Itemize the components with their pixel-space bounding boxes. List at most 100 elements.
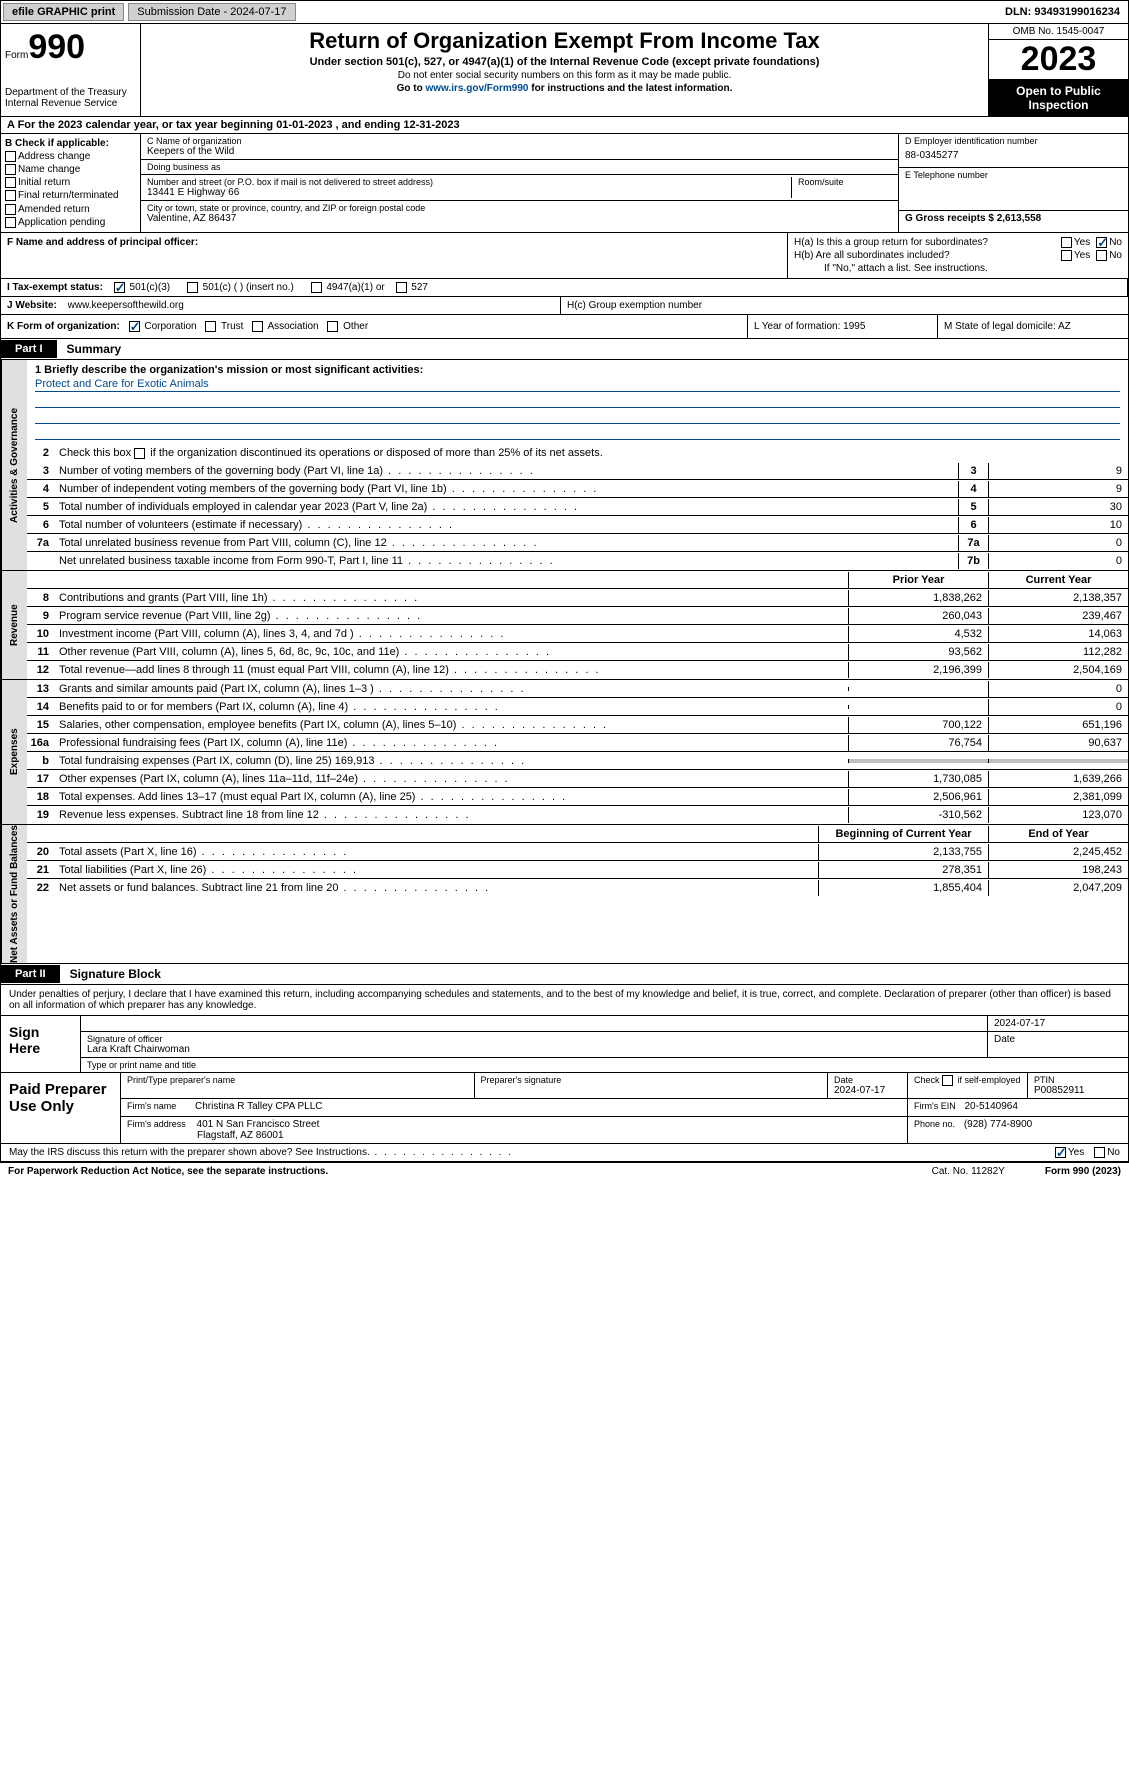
opt-pending[interactable]: Application pending	[5, 217, 136, 228]
summary-line: 11Other revenue (Part VIII, column (A), …	[27, 643, 1128, 661]
summary-line: 13Grants and similar amounts paid (Part …	[27, 680, 1128, 698]
summary-line: 10Investment income (Part VIII, column (…	[27, 625, 1128, 643]
section-d: D Employer identification number 88-0345…	[898, 134, 1128, 232]
hb-no-cb[interactable]	[1096, 250, 1107, 261]
org-name: Keepers of the Wild	[147, 146, 892, 157]
sign-here: Sign Here	[1, 1016, 81, 1072]
part2-tab: Part II	[1, 965, 60, 983]
opt-name[interactable]: Name change	[5, 164, 136, 175]
row-fh: F Name and address of principal officer:…	[0, 233, 1129, 279]
corp-cb[interactable]	[129, 321, 140, 332]
summary-line: 17Other expenses (Part IX, column (A), l…	[27, 770, 1128, 788]
hb-yes-cb[interactable]	[1061, 250, 1072, 261]
sign-here-block: Sign Here 2024-07-17 Signature of office…	[0, 1016, 1129, 1073]
501c3-cb[interactable]	[114, 282, 125, 293]
ha-no: No	[1109, 237, 1122, 248]
527-cb[interactable]	[396, 282, 407, 293]
opt-amended[interactable]: Amended return	[5, 204, 136, 215]
tax-exempt: I Tax-exempt status: 501(c)(3) 501(c) ( …	[1, 279, 1128, 296]
self-emp-cb[interactable]	[942, 1075, 953, 1086]
firm-name: Christina R Talley CPA PLLC	[195, 1101, 322, 1112]
street: 13441 E Highway 66	[147, 187, 785, 198]
discuss-yes-cb[interactable]	[1055, 1147, 1066, 1158]
summary-line: 19Revenue less expenses. Subtract line 1…	[27, 806, 1128, 824]
summary-line: 16aProfessional fundraising fees (Part I…	[27, 734, 1128, 752]
trust-cb[interactable]	[205, 321, 216, 332]
summary-line: 4Number of independent voting members of…	[27, 480, 1128, 498]
website: www.keepersofthewild.org	[68, 300, 184, 311]
firm-ein: 20-5140964	[965, 1101, 1018, 1112]
section-k: K Form of organization: Corporation Trus…	[1, 315, 748, 338]
col-current: Current Year	[988, 572, 1128, 588]
opt-final[interactable]: Final return/terminated	[5, 190, 136, 201]
k-o4: Other	[343, 321, 368, 332]
line2: Check this box if the organization disco…	[55, 445, 1128, 461]
ha-no-cb[interactable]	[1096, 237, 1107, 248]
street-label: Number and street (or P.O. box if mail i…	[147, 177, 785, 187]
prep-date: 2024-07-17	[834, 1085, 901, 1096]
dept: Department of the Treasury	[5, 87, 136, 98]
hb-no: No	[1109, 250, 1122, 261]
ha-yes-cb[interactable]	[1061, 237, 1072, 248]
omb-number: OMB No. 1545-0047	[989, 24, 1128, 40]
efile-button[interactable]: efile GRAPHIC print	[3, 3, 124, 21]
self-emp: Check if self-employed	[908, 1073, 1028, 1098]
vtab-net: Net Assets or Fund Balances	[1, 825, 27, 963]
row-i: I Tax-exempt status: 501(c)(3) 501(c) ( …	[0, 279, 1129, 297]
summary-exp: Expenses 13Grants and similar amounts pa…	[0, 680, 1129, 825]
col-begin: Beginning of Current Year	[818, 826, 988, 842]
dln: DLN: 93493199016234	[997, 4, 1128, 20]
discuss-q: May the IRS discuss this return with the…	[9, 1147, 1055, 1158]
summary-line: 7aTotal unrelated business revenue from …	[27, 534, 1128, 552]
tax-year: 2023	[989, 40, 1128, 80]
other-cb[interactable]	[327, 321, 338, 332]
k-label: K Form of organization:	[7, 321, 120, 332]
assoc-cb[interactable]	[252, 321, 263, 332]
header-right: OMB No. 1545-0047 2023 Open to Public In…	[988, 24, 1128, 116]
opt-address[interactable]: Address change	[5, 151, 136, 162]
summary-line: 14Benefits paid to or for members (Part …	[27, 698, 1128, 716]
summary-line: 6Total number of volunteers (estimate if…	[27, 516, 1128, 534]
footer-l: For Paperwork Reduction Act Notice, see …	[8, 1166, 892, 1177]
hb-yes: Yes	[1074, 250, 1090, 261]
section-h: H(a) Is this a group return for subordin…	[788, 233, 1128, 278]
row-a: A For the 2023 calendar year, or tax yea…	[0, 117, 1129, 134]
prep-sig-lbl: Preparer's signature	[475, 1073, 829, 1098]
date-lbl: Date	[988, 1032, 1128, 1057]
section-m: M State of legal domicile: AZ	[938, 315, 1128, 338]
ein: 88-0345277	[905, 146, 1122, 165]
section-b: B Check if applicable: Address change Na…	[1, 134, 141, 232]
preparer-block: Paid Preparer Use Only Print/Type prepar…	[0, 1073, 1129, 1144]
officer-name: Lara Kraft Chairwoman	[87, 1044, 981, 1055]
header-mid: Return of Organization Exempt From Incom…	[141, 24, 988, 116]
subtitle-3: Go to www.irs.gov/Form990 for instructio…	[149, 83, 980, 94]
grid-bc: B Check if applicable: Address change Na…	[0, 134, 1129, 233]
discuss-no-cb[interactable]	[1094, 1147, 1105, 1158]
opt-initial[interactable]: Initial return	[5, 177, 136, 188]
vtab-gov: Activities & Governance	[1, 360, 27, 570]
irs-link[interactable]: www.irs.gov/Form990	[425, 83, 528, 94]
gross-receipts: G Gross receipts $ 2,613,558	[905, 213, 1122, 224]
footer: For Paperwork Reduction Act Notice, see …	[0, 1162, 1129, 1180]
firm-addr2: Flagstaff, AZ 86001	[197, 1130, 901, 1141]
topbar: efile GRAPHIC print Submission Date - 20…	[0, 0, 1129, 24]
prep-name-lbl: Print/Type preparer's name	[121, 1073, 475, 1098]
subtitle-2: Do not enter social security numbers on …	[149, 70, 980, 81]
sub3-pre: Go to	[397, 83, 426, 94]
firm-addr1: 401 N San Francisco Street	[197, 1119, 320, 1130]
summary-line: 8Contributions and grants (Part VIII, li…	[27, 589, 1128, 607]
sig-text: Under penalties of perjury, I declare th…	[0, 985, 1129, 1016]
c-name-label: C Name of organization	[147, 136, 892, 146]
b-label: B Check if applicable:	[5, 138, 136, 149]
discuss-no: No	[1107, 1147, 1120, 1158]
prep-date-lbl: Date	[834, 1075, 901, 1085]
line2-cb[interactable]	[134, 448, 145, 459]
4947-cb[interactable]	[311, 282, 322, 293]
inspection-badge: Open to Public Inspection	[989, 80, 1128, 116]
submission-date: Submission Date - 2024-07-17	[128, 3, 295, 21]
ptin: P00852911	[1034, 1085, 1122, 1096]
501c-cb[interactable]	[187, 282, 198, 293]
form-number: 990	[28, 28, 85, 66]
summary-gov: Activities & Governance 1 Briefly descri…	[0, 360, 1129, 571]
sub3-post: for instructions and the latest informat…	[528, 83, 732, 94]
